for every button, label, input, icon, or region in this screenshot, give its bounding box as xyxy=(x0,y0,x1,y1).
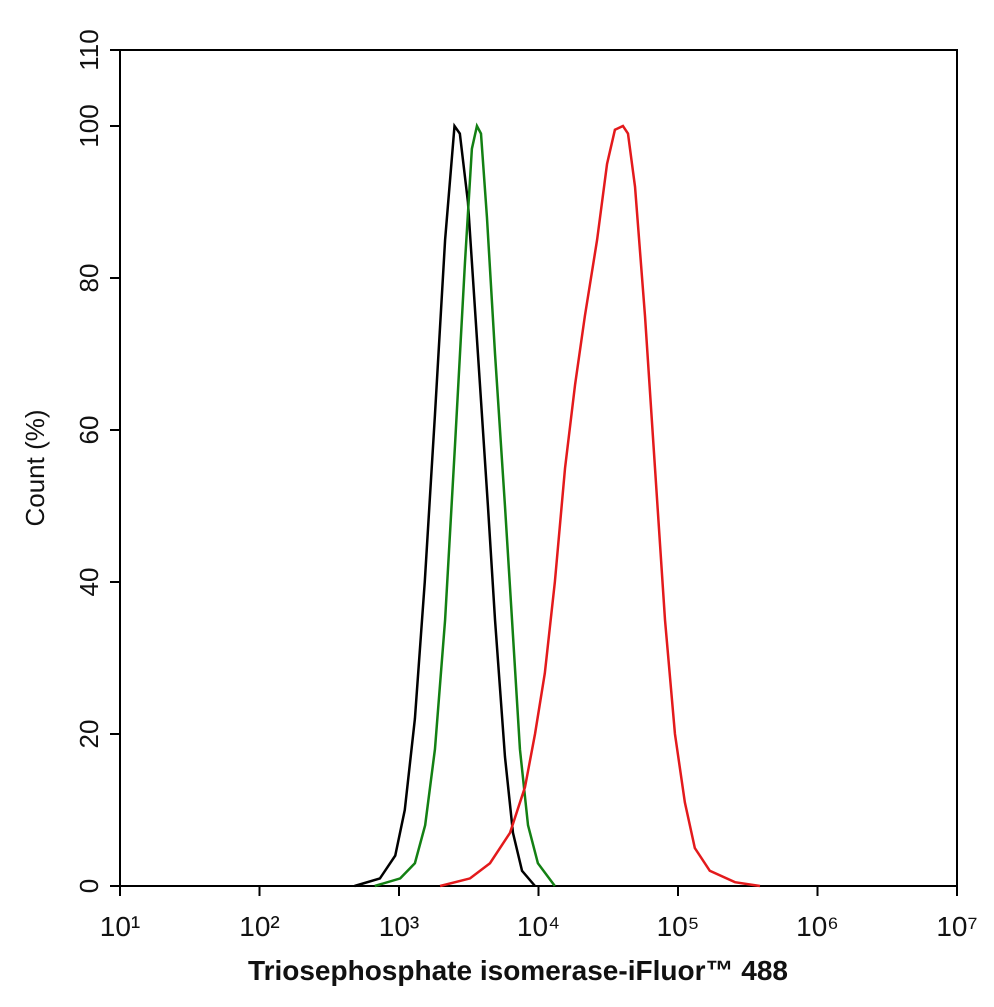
histogram-line xyxy=(439,124,761,888)
y-tick-label: 100 xyxy=(74,104,104,147)
y-tick-label: 110 xyxy=(74,29,104,70)
plot-frame xyxy=(119,49,958,887)
x-tick-label: 10² xyxy=(239,911,279,942)
y-tick-label: 80 xyxy=(74,264,104,293)
y-axis-title: Count (%) xyxy=(20,409,50,526)
y-tick-label: 60 xyxy=(74,416,104,445)
x-tick-label: 10¹ xyxy=(100,911,140,942)
x-axis-title: Triosephosphate isomerase-iFluor™ 488 xyxy=(248,955,788,986)
histogram-line xyxy=(374,122,556,888)
y-tick-label: 0 xyxy=(74,879,104,893)
y-tick-label: 20 xyxy=(74,720,104,749)
x-tick-label: 10³ xyxy=(379,911,419,942)
x-tick-label: 10⁶ xyxy=(796,911,839,942)
x-tick-label: 10⁷ xyxy=(936,911,977,942)
x-tick-label: 10⁵ xyxy=(657,911,700,942)
histogram-line xyxy=(354,122,536,888)
x-tick-label: 10⁴ xyxy=(517,911,560,942)
y-tick-label: 40 xyxy=(74,568,104,597)
